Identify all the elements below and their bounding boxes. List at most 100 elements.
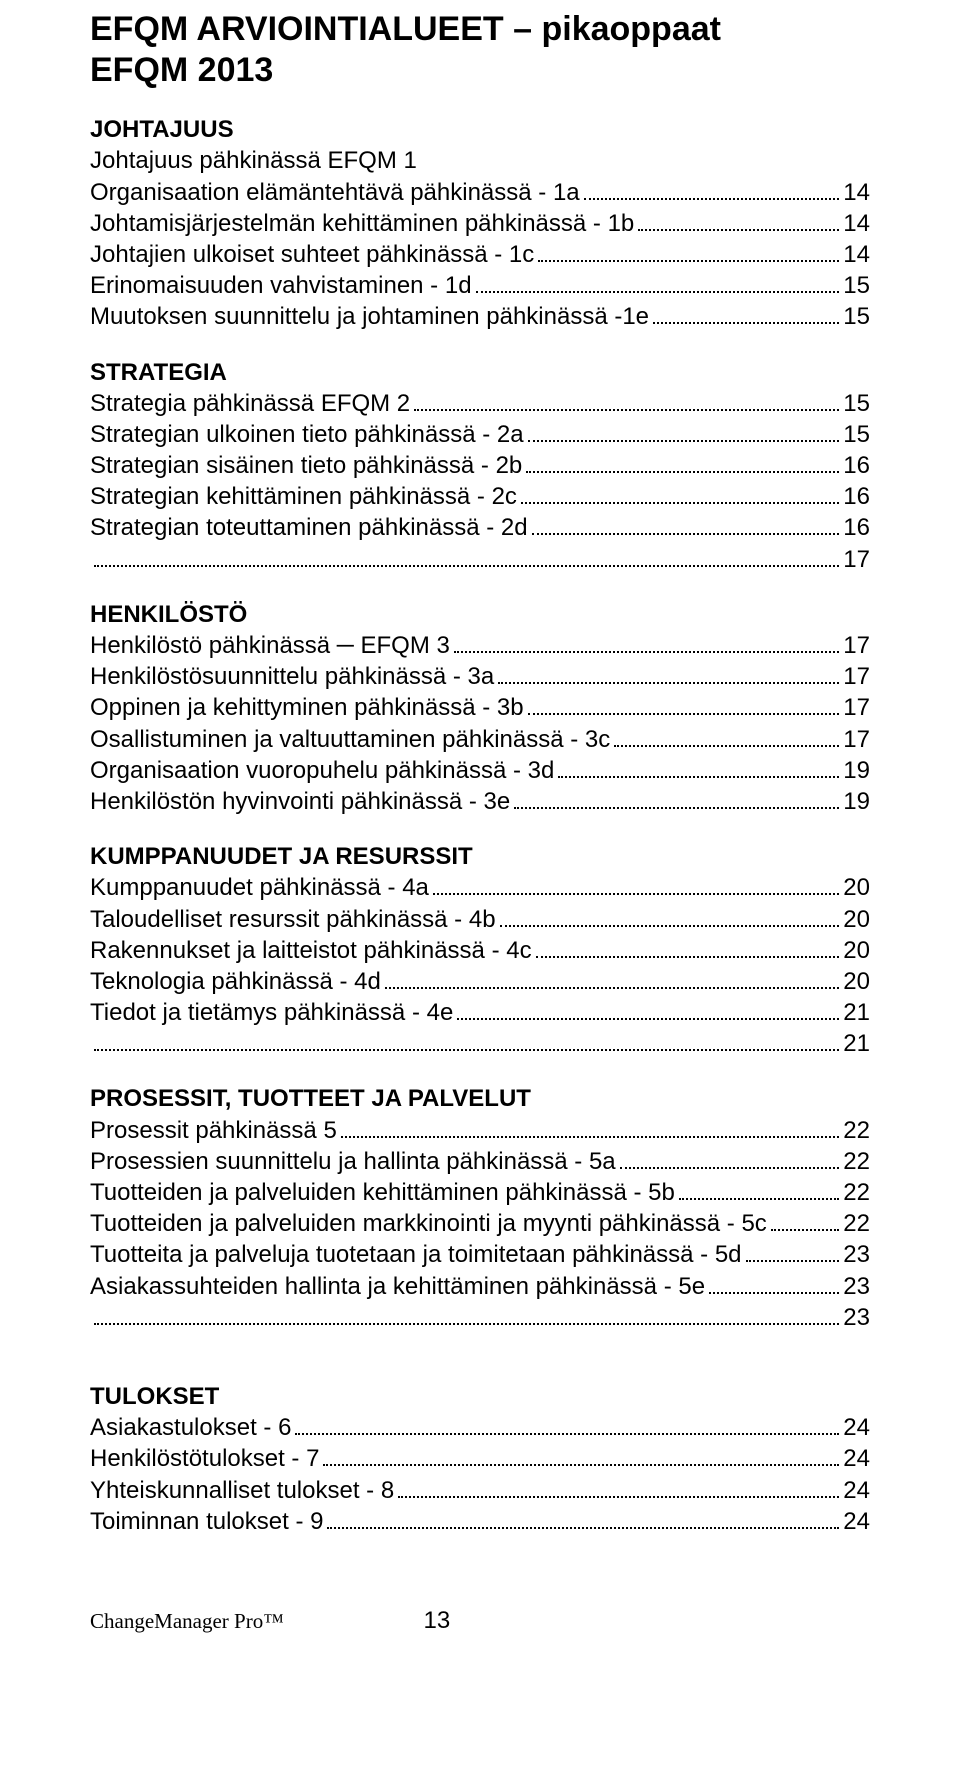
page-footer: ChangeManager Pro™ 13 [90,1607,870,1635]
toc-label: Yhteiskunnalliset tulokset - 8 [90,1475,394,1506]
toc-line: Henkilöstö pähkinässä ─ EFQM 3 17 [90,630,870,661]
toc-dots [94,1323,839,1325]
toc-page: 17 [843,630,870,661]
toc-dots [476,291,840,293]
toc-page: 14 [843,177,870,208]
toc-line: Strategian kehittäminen pähkinässä - 2c 1… [90,481,870,512]
toc-page: 24 [843,1506,870,1537]
toc-label: Johtajien ulkoiset suhteet pähkinässä - … [90,239,534,270]
toc-dots [498,682,839,684]
section-prosessit: PROSESSIT, TUOTTEET JA PALVELUT Prosessi… [90,1083,870,1333]
toc-page: 16 [843,481,870,512]
toc-dots [521,502,839,504]
section-tulokset: TULOKSET Asiakastulokset - 6 24 Henkilöst… [90,1381,870,1537]
toc-label: Oppinen ja kehittyminen pähkinässä - 3b [90,692,524,723]
toc-page: 14 [843,208,870,239]
toc-label: Tuotteiden ja palveluiden markkinointi j… [90,1208,767,1239]
toc-line: Kumppanuudet pähkinässä - 4a 20 [90,872,870,903]
toc-line: Prosessien suunnittelu ja hallinta pähki… [90,1146,870,1177]
toc-label: Henkilöstösuunnittelu pähkinässä - 3a [90,661,494,692]
toc-dots [454,651,839,653]
toc-line: Toiminnan tulokset - 924 [90,1506,870,1537]
toc-page: 17 [843,692,870,723]
toc-label: Tuotteita ja palveluja tuotetaan ja toim… [90,1239,742,1270]
section-heading: KUMPPANUUDET JA RESURSSIT [90,841,870,872]
toc-dots [500,925,840,927]
toc-dots [94,565,839,567]
toc-dots [620,1167,840,1169]
section-subheading: Henkilöstö pähkinässä ─ EFQM 3 [90,630,450,661]
toc-line: Johtamisjärjestelmän kehittäminen pähkin… [90,208,870,239]
section-subheading: Kumppanuudet pähkinässä - 4a [90,872,429,903]
toc-page: 23 [843,1302,870,1333]
toc-label: Henkilöstötulokset - 7 [90,1443,319,1474]
toc-page: 22 [843,1115,870,1146]
toc-dots [414,409,839,411]
toc-label: Teknologia pähkinässä - 4d [90,966,381,997]
toc-label: Strategian kehittäminen pähkinässä - 2c [90,481,517,512]
toc-page: 20 [843,872,870,903]
section-heading: TULOKSET [90,1381,870,1412]
toc-dots [528,440,840,442]
toc-label: Taloudelliset resurssit pähkinässä - 4b [90,904,496,935]
toc-line: Yhteiskunnalliset tulokset - 8 24 [90,1475,870,1506]
toc-line: Tuotteiden ja palveluiden kehittäminen p… [90,1177,870,1208]
toc-page: 24 [843,1443,870,1474]
toc-label: Tiedot ja tietämys pähkinässä - 4e [90,997,453,1028]
toc-label: Asiakassuhteiden hallinta ja kehittämine… [90,1271,705,1302]
toc-page: 23 [843,1239,870,1270]
toc-line: Tiedot ja tietämys pähkinässä - 4e21 [90,997,870,1028]
toc-dots [679,1198,839,1200]
toc-label: Henkilöstön hyvinvointi pähkinässä - 3e [90,786,510,817]
toc-line: 23 [90,1302,870,1333]
toc-line: Taloudelliset resurssit pähkinässä - 4b2… [90,904,870,935]
toc-page: 15 [843,419,870,450]
section-subheading: Strategia pähkinässä EFQM 2 [90,388,410,419]
toc-dots [457,1018,839,1020]
toc-page: 22 [843,1177,870,1208]
section-heading: JOHTAJUUS [90,114,870,145]
toc-page: 15 [843,388,870,419]
toc-page: 17 [843,661,870,692]
toc-dots [528,713,840,715]
section-heading: HENKILÖSTÖ [90,599,870,630]
toc-line: Asiakassuhteiden hallinta ja kehittämine… [90,1271,870,1302]
toc-line: Organisaation elämäntehtävä pähkinässä -… [90,177,870,208]
toc-line: Henkilöstön hyvinvointi pähkinässä - 3e1… [90,786,870,817]
section-subheading: Prosessit pähkinässä 5 [90,1115,337,1146]
toc-line: Johtajien ulkoiset suhteet pähkinässä - … [90,239,870,270]
toc-page: 22 [843,1146,870,1177]
toc-label: Strategian ulkoinen tieto pähkinässä - 2… [90,419,524,450]
toc-dots [433,893,839,895]
toc-dots [584,198,840,200]
toc-dots [771,1229,840,1231]
toc-dots [398,1496,839,1498]
toc-label: Prosessien suunnittelu ja hallinta pähki… [90,1146,616,1177]
toc-line: Teknologia pähkinässä - 4d20 [90,966,870,997]
toc-label: Asiakastulokset - 6 [90,1412,291,1443]
section-johtajuus: JOHTAJUUS Johtajuus pähkinässä EFQM 1 Or… [90,114,870,332]
toc-line: Henkilöstösuunnittelu pähkinässä - 3a 17 [90,661,870,692]
toc-dots [385,987,839,989]
toc-page: 24 [843,1475,870,1506]
toc-dots [327,1527,839,1529]
toc-dots [514,807,839,809]
toc-label: Organisaation elämäntehtävä pähkinässä -… [90,177,580,208]
footer-page-number: 13 [424,1607,451,1635]
toc-page: 23 [843,1271,870,1302]
toc-dots [709,1292,839,1294]
section-heading: STRATEGIA [90,357,870,388]
toc-line: Erinomaisuuden vahvistaminen - 1d15 [90,270,870,301]
toc-label: Strategian toteuttaminen pähkinässä - 2d [90,512,528,543]
toc-dots [94,1049,839,1051]
section-kumppanuudet: KUMPPANUUDET JA RESURSSIT Kumppanuudet p… [90,841,870,1059]
toc-line: Prosessit pähkinässä 5 22 [90,1115,870,1146]
toc-dots [526,471,839,473]
toc-dots [532,533,840,535]
toc-page: 14 [843,239,870,270]
toc-line: Strategian ulkoinen tieto pähkinässä - 2… [90,419,870,450]
toc-page: 24 [843,1412,870,1443]
toc-line: Asiakastulokset - 6 24 [90,1412,870,1443]
toc-dots [538,260,839,262]
toc-dots [653,322,839,324]
